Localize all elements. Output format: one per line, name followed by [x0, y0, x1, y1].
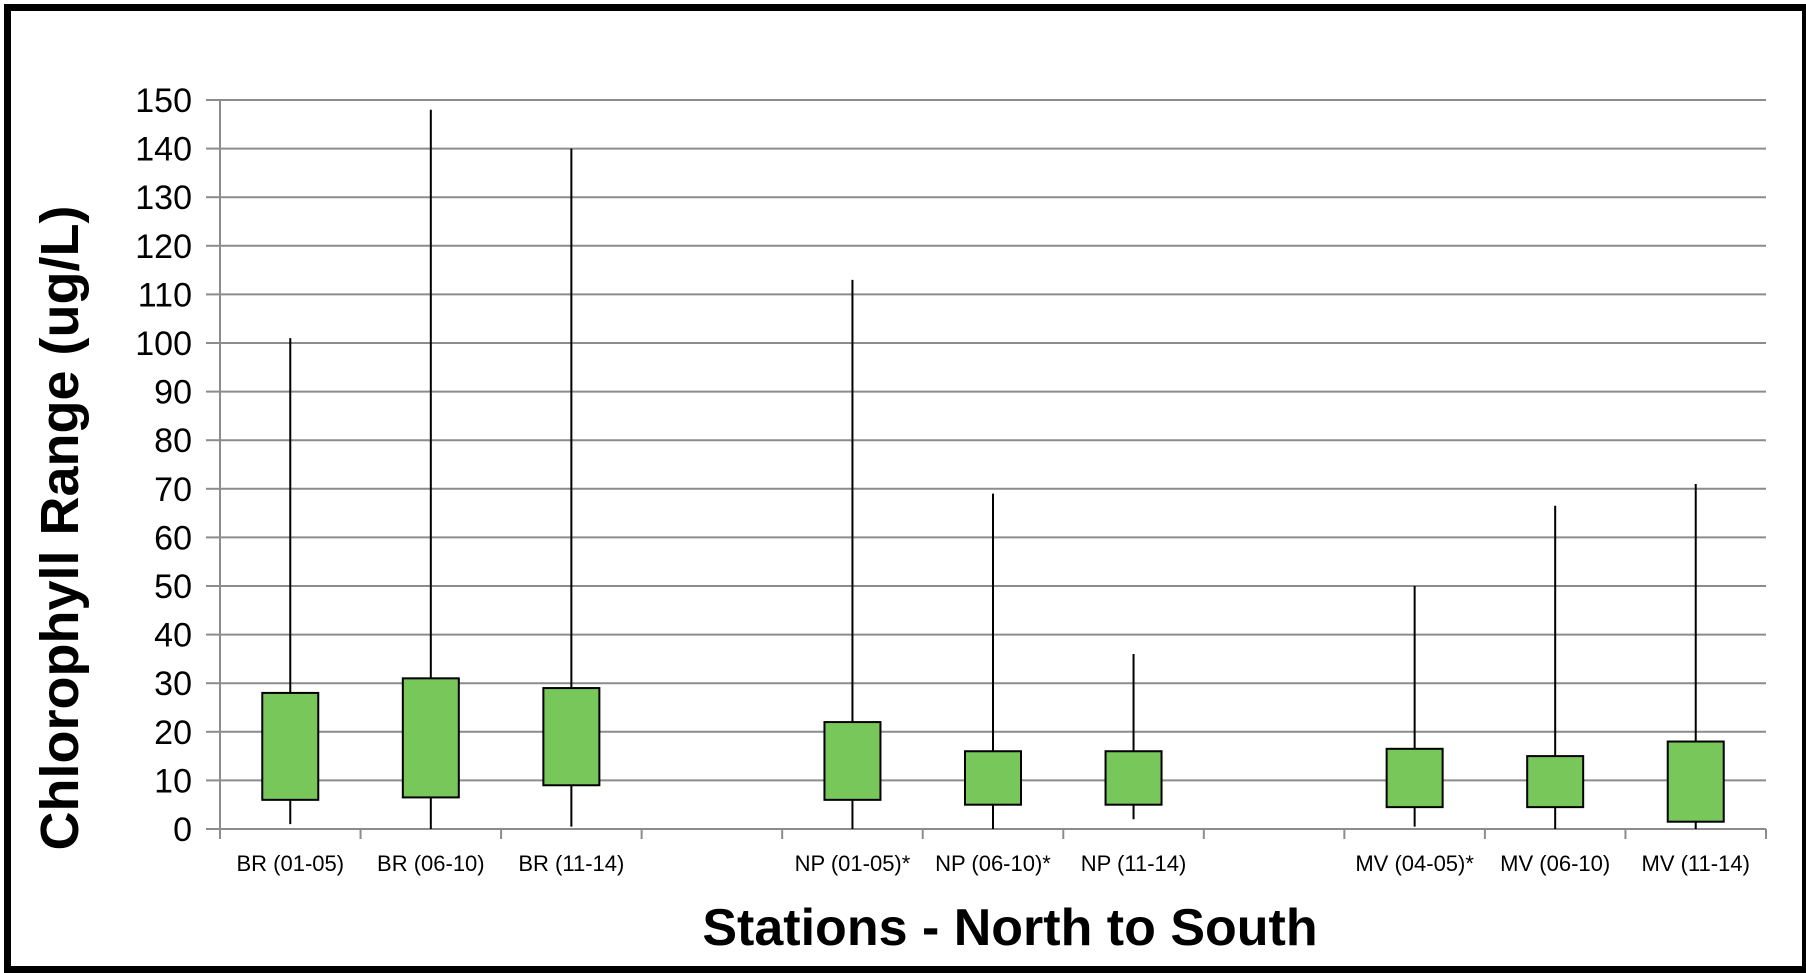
x-axis-title: Stations - North to South: [702, 899, 1317, 957]
box: [1104, 750, 1163, 806]
y-tick-label: 10: [154, 762, 192, 800]
y-tick-label: 90: [154, 374, 192, 412]
x-category-label: BR (11-14): [518, 851, 624, 876]
gridlines: [220, 99, 1766, 782]
y-tick-label: 80: [154, 422, 192, 460]
y-tick-label: 50: [154, 568, 192, 606]
x-category-label: BR (01-05): [236, 851, 344, 876]
y-tick-label: 110: [138, 276, 192, 314]
y-tick-label: 120: [135, 228, 192, 266]
y-tick-label: 100: [135, 325, 192, 363]
x-axis: BR (01-05) BR (06-10) BR (11-14) NP (01-05)…: [219, 828, 1767, 876]
x-category-label: BR (06-10): [377, 851, 485, 876]
x-category-label: NP (01-05)*: [795, 851, 911, 876]
y-tick-label: 140: [135, 131, 192, 169]
boxes: [261, 109, 1725, 829]
y-tick-label: 60: [154, 519, 192, 557]
y-tick-label: 130: [135, 179, 192, 217]
box: [823, 721, 882, 801]
y-axis-title: Chlorophyll Range (ug/L): [30, 206, 90, 851]
box: [261, 691, 320, 801]
box: [1526, 755, 1585, 809]
y-tick-label: 150: [135, 82, 192, 120]
x-category-label: NP (11-14): [1081, 851, 1187, 876]
box: [401, 677, 460, 799]
y-axis: 0 10 20 30 40 50 60 70 80 90 100 110 120 130 140 150: [135, 82, 221, 849]
x-category-label: MV (04-05)*: [1355, 851, 1474, 876]
y-tick-label: 20: [154, 714, 192, 752]
x-category-label: NP (06-10)*: [935, 851, 1051, 876]
x-category-label: MV (06-10): [1500, 851, 1610, 876]
y-tick-label: 40: [154, 617, 192, 655]
y-tick-label: 70: [154, 471, 192, 509]
box: [1385, 747, 1444, 809]
x-category-label: MV (11-14): [1642, 851, 1750, 876]
y-tick-label: 30: [154, 665, 192, 703]
box: [542, 687, 601, 787]
box: [964, 750, 1022, 806]
box: [1666, 740, 1725, 823]
y-tick-label: 0: [173, 811, 192, 849]
